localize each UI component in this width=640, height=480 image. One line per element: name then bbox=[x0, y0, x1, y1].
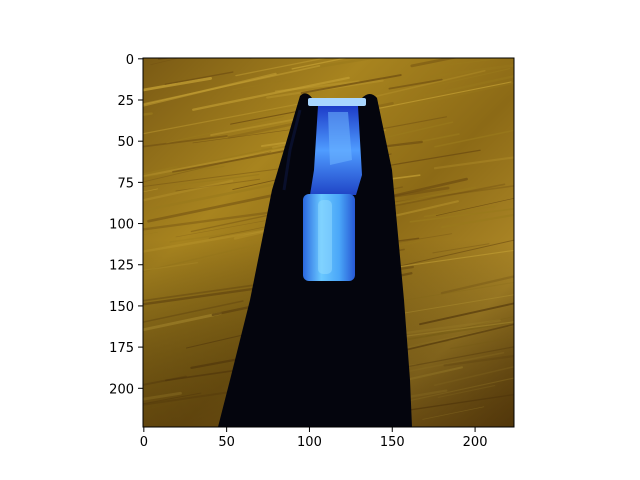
wood-grain-streak bbox=[210, 143, 294, 162]
tape-top-edge bbox=[308, 98, 366, 106]
wood-grain-streak bbox=[387, 183, 506, 208]
wood-grain-streak bbox=[410, 58, 459, 68]
wood-grain-streak bbox=[426, 68, 511, 88]
y-axis: 0 25 50 75 100 125 150 175 200 bbox=[109, 53, 143, 397]
wood-grain-streak bbox=[208, 225, 269, 239]
tape-roll bbox=[303, 194, 355, 281]
wood-grain-streak bbox=[119, 23, 274, 60]
x-tick-label: 0 bbox=[140, 435, 148, 450]
y-tick-label: 50 bbox=[117, 135, 134, 150]
wood-grain-streak bbox=[157, 58, 173, 60]
wood-grain-streak bbox=[304, 58, 380, 71]
wood-grain-streak bbox=[388, 78, 443, 90]
wood-grain-streak bbox=[440, 213, 514, 229]
wood-grain-streak bbox=[143, 64, 321, 105]
x-tick-label: 50 bbox=[218, 435, 235, 450]
wood-grain-streak bbox=[143, 77, 213, 92]
y-tick-label: 200 bbox=[109, 382, 134, 397]
axes-frame bbox=[142, 57, 515, 428]
wood-grain-streak bbox=[378, 149, 481, 168]
wood-grain-streak bbox=[143, 208, 290, 231]
y-tick-label: 175 bbox=[109, 341, 134, 356]
wood-grain-streak bbox=[249, 58, 256, 59]
wood-grain-streak bbox=[409, 207, 514, 223]
wood-grain-streak bbox=[355, 70, 486, 102]
wood-grain-streak bbox=[433, 156, 514, 170]
wood-grain-streak bbox=[143, 164, 311, 188]
wood-grain-streak bbox=[143, 82, 176, 92]
wood-grain-streak bbox=[235, 58, 329, 77]
wood-grain-streak bbox=[143, 165, 178, 176]
wood-grain-streak bbox=[174, 173, 260, 186]
wood-grain-streak bbox=[423, 75, 514, 97]
dispenser-highlight bbox=[282, 109, 302, 191]
y-tick-label: 100 bbox=[109, 218, 134, 233]
wood-grain-streak bbox=[143, 179, 234, 202]
y-tick-label: 125 bbox=[109, 259, 134, 274]
wood-grain-streak bbox=[232, 78, 293, 91]
y-tick-label: 25 bbox=[117, 94, 134, 109]
y-tick-label: 75 bbox=[117, 176, 134, 191]
x-axis: 0 50 100 150 200 bbox=[140, 427, 488, 450]
wood-grain-streak bbox=[143, 165, 225, 178]
wood-grain-streak bbox=[143, 188, 159, 193]
wood-grain-streak bbox=[143, 102, 304, 135]
wood-grain-streak bbox=[434, 129, 514, 148]
tape-strip-highlight bbox=[328, 112, 352, 165]
wood-grain-streak bbox=[192, 76, 350, 111]
wood-grain-streak bbox=[150, 58, 181, 66]
wood-grain-streak bbox=[164, 71, 234, 85]
wood-grain-streak bbox=[399, 81, 514, 109]
wood-grain-streak bbox=[423, 205, 496, 218]
wood-grain-streak bbox=[438, 58, 508, 67]
wood-grain-streak bbox=[430, 64, 514, 78]
wood-grain-streak bbox=[143, 135, 228, 148]
tape-roll-shine bbox=[318, 200, 332, 274]
wood-grain-streak bbox=[435, 197, 514, 216]
x-tick-label: 100 bbox=[297, 435, 322, 450]
wood-grain-streak bbox=[143, 231, 158, 236]
wood-grain-streak bbox=[300, 74, 402, 94]
wood-grain-streak bbox=[143, 151, 272, 183]
wood-grain-streak bbox=[147, 193, 276, 223]
y-tick-label: 150 bbox=[109, 300, 134, 315]
x-tick-label: 150 bbox=[380, 435, 405, 450]
y-tick-label: 0 bbox=[126, 53, 134, 68]
x-tick-label: 200 bbox=[463, 435, 488, 450]
wood-grain-streak bbox=[291, 58, 349, 70]
wood-grain-streak bbox=[175, 178, 261, 192]
image-content bbox=[119, 23, 514, 427]
wood-grain-streak bbox=[166, 116, 284, 144]
